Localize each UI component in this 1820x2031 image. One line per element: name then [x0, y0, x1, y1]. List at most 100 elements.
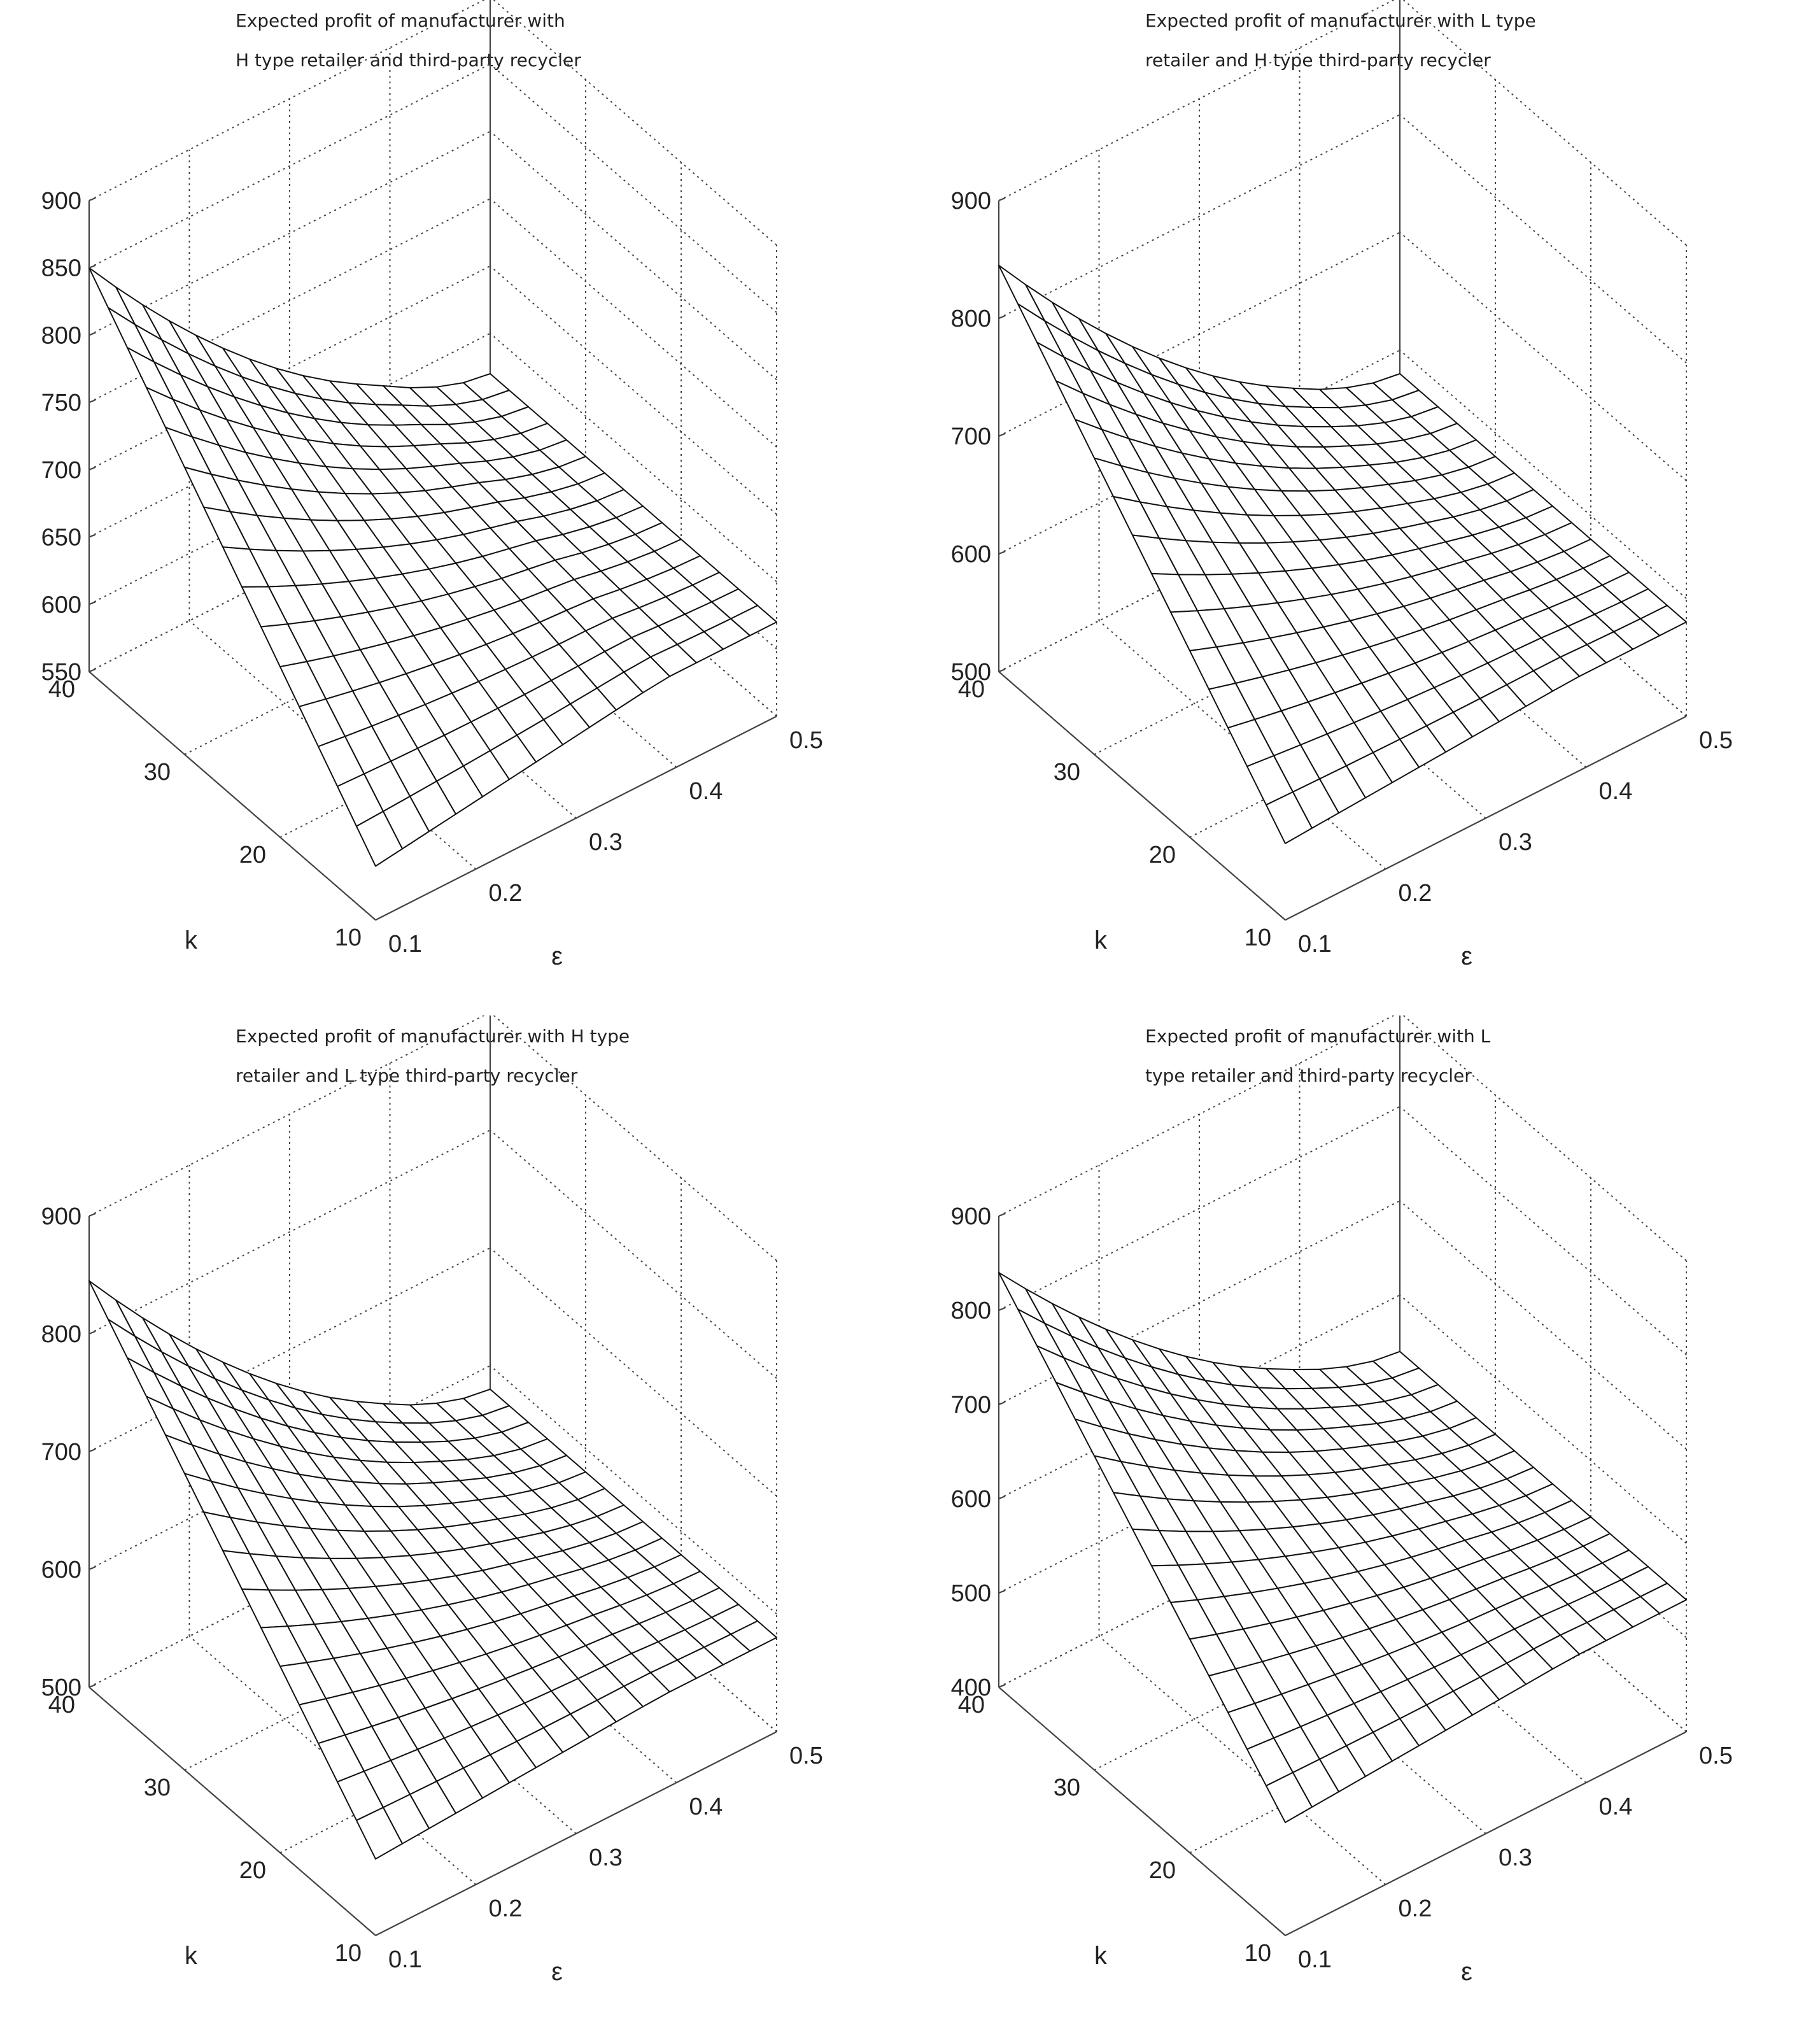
k-tick-label: 10 — [1245, 1940, 1271, 1967]
k-tick-label: 10 — [335, 1940, 362, 1967]
eps-tick-label: 0.2 — [1399, 1895, 1432, 1922]
z-tick-mark — [88, 1448, 96, 1453]
eps-tick-label: 0.2 — [1399, 880, 1432, 907]
surface-mesh — [998, 1271, 1687, 1823]
z-tick-mark — [88, 332, 96, 336]
chart-panel-2: Expected profit of manufacturer with L t… — [910, 0, 1819, 1016]
chart-panel-4: Expected profit of manufacturer with L ty… — [910, 1016, 1819, 2031]
z-tick-label: 700 — [951, 423, 991, 450]
surface-cell — [1266, 791, 1313, 844]
backwall-k-grid-z-5 — [88, 131, 491, 336]
eps-tick-label: 0.1 — [1298, 1946, 1332, 1973]
chart-title-line-1: Expected profit of manufacturer with — [236, 10, 565, 31]
backwall-eps-grid-z-2 — [490, 332, 777, 583]
k-axis-label: k — [1094, 1942, 1108, 1970]
surface-chart-4: Expected profit of manufacturer with L ty… — [951, 1016, 1733, 1986]
eps-tick-label: 0.1 — [388, 1946, 422, 1973]
k-tick-label: 30 — [1054, 1774, 1080, 1801]
backwall-eps-grid-z-4 — [1399, 1106, 1687, 1355]
floor-grid-eps-1 — [1098, 1636, 1386, 1885]
eps-tick-label: 0.4 — [1599, 1794, 1633, 1820]
k-tick-label: 10 — [335, 924, 362, 951]
tick-labels: 400 500 600 700 800 900 10 20 30 40 0.1 0.2 0.3 0.4 0.… — [951, 1203, 1733, 1973]
k-tick-label: 20 — [239, 842, 266, 868]
backwall-k-grid-z-7 — [88, 0, 486, 201]
z-tick-label: 600 — [41, 1557, 81, 1583]
backwall-eps-grid-z-3 — [1399, 1200, 1687, 1450]
z-tick-label: 800 — [951, 1298, 991, 1324]
backwall-k-grid-z-4 — [998, 1106, 1400, 1311]
z-tick-label: 500 — [951, 1580, 991, 1607]
backwall-eps-grid-z-1 — [1399, 350, 1687, 599]
backwall-k-grid-z-6 — [88, 63, 491, 269]
k-tick-label: 30 — [144, 759, 171, 786]
backwall-eps-grid-z-3 — [490, 265, 777, 515]
z-tick-label: 600 — [951, 541, 991, 568]
surface-chart-2: Expected profit of manufacturer with L t… — [951, 0, 1733, 970]
backwall-eps-grid-z-5 — [1402, 1016, 1687, 1261]
z-tick-mark — [998, 1589, 1006, 1594]
k-axis-label: k — [185, 926, 198, 954]
z-tick-mark — [88, 197, 96, 202]
z-tick-label: 850 — [41, 255, 81, 282]
chart-panel-1: Expected profit of manufacturer with H ty… — [0, 0, 910, 1016]
eps-axis-label: ε — [551, 1958, 563, 1986]
chart-title-line-1: Expected profit of manufacturer with L t… — [1145, 10, 1536, 31]
axis-eps — [375, 1731, 777, 1936]
z-tick-mark — [88, 466, 96, 471]
z-tick-label: 700 — [41, 457, 81, 484]
k-axis-label: k — [1094, 926, 1108, 954]
k-tick-label: 40 — [48, 1692, 75, 1718]
eps-axis-label: ε — [1461, 1958, 1472, 1986]
z-tick-label: 800 — [41, 322, 81, 349]
eps-tick-label: 0.3 — [589, 829, 623, 856]
backwall-k-grid-z-3 — [998, 114, 1400, 319]
backwall-eps-grid-z-6 — [490, 63, 777, 313]
eps-tick-label: 0.1 — [1298, 931, 1332, 958]
backwall-eps-grid-z-3 — [490, 1129, 777, 1379]
chart-title-line-2: retailer and H type third-party recycler — [1145, 50, 1491, 71]
backwall-eps-grid-z-2 — [1399, 1294, 1687, 1544]
eps-tick-label: 0.5 — [1699, 727, 1733, 754]
eps-tick-label: 0.4 — [689, 778, 723, 805]
z-tick-label: 500 — [41, 1674, 81, 1701]
backwall-k-grid-z-4 — [88, 1016, 486, 1217]
axis-k — [88, 1687, 376, 1936]
z-tick-mark — [998, 432, 1006, 437]
k-tick-label: 20 — [1149, 1857, 1176, 1884]
tick-labels: 500 600 700 800 900 10 20 30 40 0.1 0.2 0.3 0.4 0.5 — [41, 1203, 823, 1973]
z-tick-mark — [998, 1683, 1006, 1688]
backwall-k-grid-z-2 — [998, 232, 1400, 437]
backwall-eps-grid-z-4 — [490, 198, 777, 448]
surface-chart-3: Expected profit of manufacturer with H t… — [41, 1016, 823, 1986]
z-tick-mark — [998, 315, 1006, 320]
chart-title-line-1: Expected profit of manufacturer with L — [1145, 1026, 1491, 1047]
z-tick-label: 500 — [951, 659, 991, 686]
k-tick-label: 30 — [144, 1774, 171, 1801]
z-tick-label: 400 — [951, 1674, 991, 1701]
backwall-eps-grid-z-3 — [1399, 114, 1687, 364]
eps-tick-label: 0.2 — [489, 880, 523, 907]
backwall-eps-grid-z-4 — [493, 1016, 777, 1261]
eps-tick-label: 0.5 — [789, 727, 823, 754]
eps-tick-label: 0.5 — [1699, 1743, 1733, 1769]
eps-tick-label: 0.3 — [1499, 1844, 1532, 1871]
axis-k — [998, 1687, 1286, 1936]
backwall-k-grid-z-3 — [88, 265, 491, 471]
z-tick-label: 800 — [951, 306, 991, 332]
z-tick-label: 650 — [41, 525, 81, 551]
z-tick-mark — [88, 1330, 96, 1335]
backwall-k-grid-z-3 — [88, 1129, 491, 1334]
z-tick-mark — [88, 534, 96, 538]
z-tick-mark — [88, 399, 96, 404]
z-tick-label: 900 — [951, 188, 991, 215]
z-tick-label: 550 — [41, 659, 81, 686]
eps-axis-label: ε — [1461, 942, 1472, 970]
eps-tick-label: 0.3 — [589, 1844, 623, 1871]
axis-k — [998, 671, 1286, 921]
z-tick-mark — [998, 1306, 1006, 1312]
k-tick-label: 20 — [239, 1857, 266, 1884]
eps-tick-label: 0.5 — [789, 1743, 823, 1769]
surface-mesh — [998, 264, 1687, 844]
backwall-eps-grid-z-5 — [490, 131, 777, 381]
